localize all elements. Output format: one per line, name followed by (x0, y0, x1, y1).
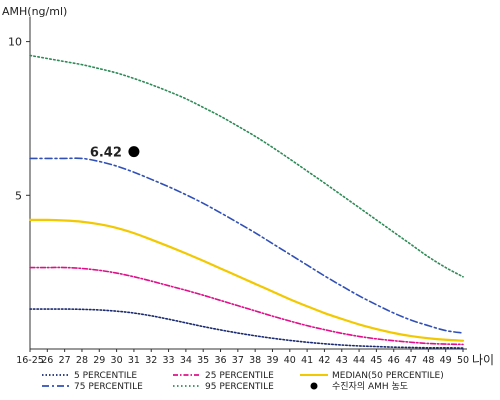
y-axis-title: AMH(ng/ml) (2, 5, 67, 18)
series-line-95-percentile (29, 54, 464, 278)
x-tick-label: 50 (457, 355, 469, 366)
x-tick-label: 47 (405, 355, 417, 366)
x-tick-label: 33 (163, 355, 175, 366)
x-tick-label: 40 (284, 355, 296, 366)
x-tick-label: 41 (301, 355, 313, 366)
x-tick-label: 34 (180, 355, 192, 366)
series-line-75-percentile (29, 157, 464, 334)
series-line-5-percentile (29, 308, 464, 349)
x-tick-label: 26 (41, 355, 53, 366)
y-tick-label: 5 (15, 189, 22, 202)
x-tick-label: 27 (59, 355, 71, 366)
legend-item: MEDIAN(50 PERCENTILE) (300, 371, 444, 381)
legend-label: 수진자의 AMH 농도 (332, 381, 408, 392)
x-tick-label: 42 (318, 355, 330, 366)
legend: 5 PERCENTILE 25 PERCENTILE MEDIAN(50 PERCE… (42, 371, 444, 392)
x-tick-label: 43 (336, 355, 348, 366)
legend-label: 75 PERCENTILE (74, 382, 143, 392)
legend-item: 5 PERCENTILE (42, 371, 137, 381)
legend-label: MEDIAN(50 PERCENTILE) (332, 371, 444, 381)
x-tick-label: 39 (266, 355, 278, 366)
x-tick-label: 30 (111, 355, 123, 366)
x-tick-label: 35 (197, 355, 209, 366)
x-tick-label: 29 (93, 355, 105, 366)
x-tick-label: 36 (214, 355, 226, 366)
legend-label: 5 PERCENTILE (74, 371, 137, 381)
legend-item: 95 PERCENTILE (173, 382, 274, 392)
x-tick-label: 46 (388, 355, 400, 366)
patient-marker: 6.42 (90, 146, 140, 161)
legend-item: 75 PERCENTILE (42, 382, 143, 392)
x-tick-label: 44 (353, 355, 365, 366)
legend-item: 수진자의 AMH 농도 (310, 381, 408, 392)
x-tick-label: 31 (128, 355, 140, 366)
x-tick-label: 45 (370, 355, 382, 366)
x-tick-label: 37 (232, 355, 244, 366)
x-axis-title: 나이 (472, 353, 494, 367)
x-tick-label: 16-25 (16, 355, 44, 366)
patient-amh-value: 6.42 (90, 146, 122, 161)
legend-label: 25 PERCENTILE (205, 371, 274, 381)
x-tick-label: 49 (440, 355, 452, 366)
legend-item: 25 PERCENTILE (173, 371, 274, 381)
x-tick-label: 38 (249, 355, 261, 366)
x-tick-label: 32 (145, 355, 157, 366)
series-line-median-50-percentile- (28, 218, 465, 342)
patient-amh-dot (128, 146, 140, 158)
y-tick-label: 10 (8, 36, 22, 49)
series-line-25-percentile (29, 266, 464, 346)
x-tick-label: 48 (422, 355, 434, 366)
legend-label: 95 PERCENTILE (205, 382, 274, 392)
legend-swatch (310, 382, 318, 390)
series-lines (28, 54, 465, 349)
x-tick-label: 28 (76, 355, 88, 366)
